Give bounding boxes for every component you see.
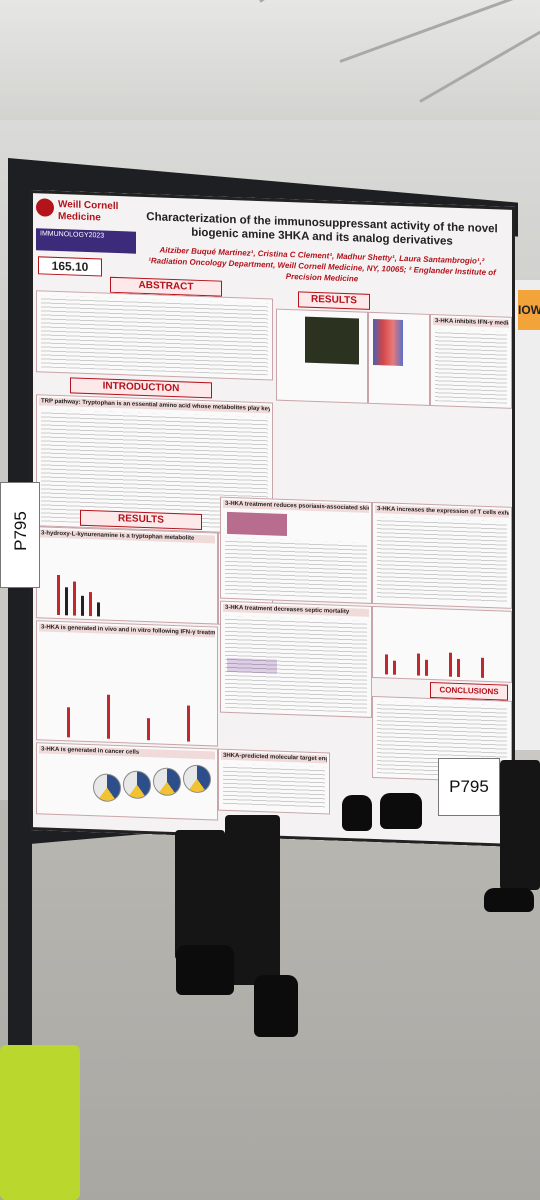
institution-logo: Weill Cornell Medicine	[36, 196, 136, 227]
chart-bar	[67, 707, 70, 738]
chart-bar	[81, 595, 84, 616]
chart-bar	[385, 654, 388, 675]
poster-title: Characterization of the immunosuppressan…	[146, 211, 498, 248]
shoe	[254, 975, 298, 1037]
metabolite-heading: 3-hydroxy-L-kynurenamine is a tryptophan…	[39, 529, 215, 544]
chart-bar	[457, 658, 460, 678]
board-label-bottom: P795	[438, 758, 500, 816]
institution-name: Weill Cornell Medicine	[58, 198, 119, 224]
bar-panel-right	[372, 605, 512, 683]
sepsis-heading: 3-HKA treatment decreases septic mortali…	[223, 603, 369, 617]
cancer-heading: 3-HKA is generated in cancer cells	[39, 745, 215, 760]
chart-bar	[187, 705, 190, 742]
results-header-top: RESULTS	[298, 291, 370, 310]
pie-chart	[123, 770, 151, 800]
ifn-heading: 3-HKA is generated in vivo and in vitro …	[39, 623, 215, 638]
ifn-panel: 3-HKA is generated in vivo and in vitro …	[36, 620, 218, 747]
results-figure-3: 3-HKA inhibits IFN-γ mediated STAT1 acti…	[430, 313, 512, 409]
board-label-left: P795	[0, 482, 40, 588]
pie-chart	[183, 764, 211, 794]
pie-chart	[93, 773, 121, 803]
crest-icon	[36, 198, 54, 217]
abstract-text	[36, 290, 273, 381]
person-leg-left	[175, 830, 225, 960]
neighbour-poster: IOW	[512, 280, 540, 750]
psoriasis-heading: 3-HKA treatment reduces psoriasis-associ…	[223, 499, 369, 513]
chart-bar	[425, 659, 428, 676]
tote-bag	[0, 1045, 80, 1200]
il17-panel: 3-HKA increases the expression of T cell…	[372, 501, 512, 609]
chart-bar	[73, 581, 76, 616]
chart-bar	[97, 602, 100, 617]
target-heading: 3HKA-predicted molecular target engageme…	[221, 751, 327, 764]
pie-chart	[153, 767, 181, 797]
microscopy-image	[305, 316, 359, 365]
stat-heading: 3-HKA inhibits IFN-γ mediated STAT1 acti…	[433, 317, 509, 328]
histology-image	[227, 511, 287, 536]
shoe	[176, 945, 234, 995]
results-figure-2	[368, 311, 430, 406]
chart-bar	[147, 718, 150, 741]
board-frame-left	[8, 160, 32, 1200]
chart-bar	[57, 574, 60, 616]
heatmap	[373, 318, 403, 367]
chart-bar	[481, 657, 484, 678]
conference-banner: IMMUNOLOGY2023	[36, 228, 136, 254]
scientific-poster: Weill Cornell Medicine IMMUNOLOGY2023 16…	[30, 190, 515, 847]
results-figure-1	[276, 308, 368, 404]
board-label-left-text: P795	[11, 511, 30, 551]
shoe	[484, 888, 534, 912]
metabolite-panel: 3-hydroxy-L-kynurenamine is a tryptophan…	[36, 526, 218, 625]
psoriasis-panel: 3-HKA treatment reduces psoriasis-associ…	[220, 496, 372, 604]
chart-bar	[393, 660, 396, 675]
person-leg-far	[500, 760, 540, 890]
shoe	[342, 795, 372, 831]
person-leg-right	[225, 815, 280, 985]
chart-bar	[89, 592, 92, 617]
target-panel: 3HKA-predicted molecular target engageme…	[218, 748, 330, 815]
chart-bar	[449, 652, 452, 677]
board-number: 165.10	[38, 256, 102, 277]
chart-bar	[65, 587, 68, 616]
cancer-panel: 3-HKA is generated in cancer cells	[36, 742, 218, 821]
neighbour-poster-tag: IOW	[518, 290, 540, 330]
shoe	[380, 793, 422, 829]
il17-heading: 3-HKA increases the expression of T cell…	[375, 505, 509, 518]
chart-bar	[107, 694, 110, 739]
chart-bar	[417, 653, 420, 676]
sepsis-panel: 3-HKA treatment decreases septic mortali…	[220, 600, 372, 718]
